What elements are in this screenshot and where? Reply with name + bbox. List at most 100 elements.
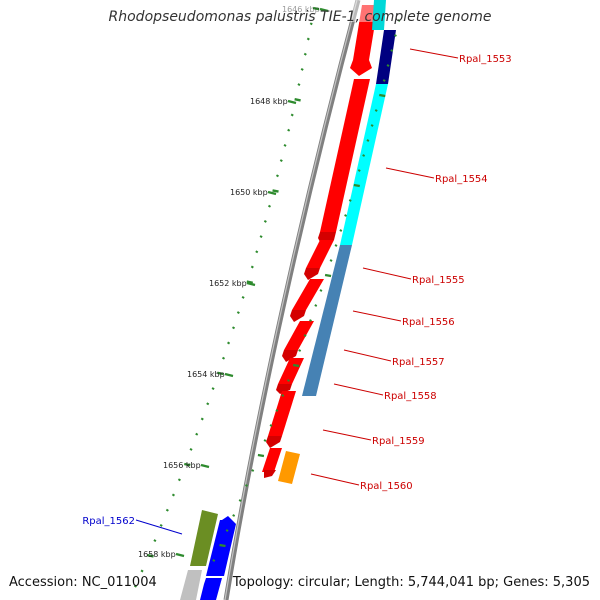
gene-leader-line [333, 383, 384, 396]
gene-label[interactable]: Rpal_1556 [402, 317, 455, 328]
cds-arrow[interactable] [292, 279, 324, 310]
minor-tick [250, 265, 254, 269]
gene-label[interactable]: Rpal_1559 [372, 436, 425, 447]
minor-tick [177, 478, 181, 482]
cds-arrow[interactable] [306, 240, 334, 268]
cds-arrow[interactable] [353, 5, 378, 60]
minor-tick [212, 559, 216, 562]
grey-feature[interactable] [180, 570, 202, 600]
gene-leader-line [409, 48, 459, 59]
minor-tick [200, 417, 204, 421]
gene-label[interactable]: Rpal_1555 [412, 275, 465, 286]
tick-label: 1658 kbp [138, 550, 176, 559]
cds-arrow[interactable] [278, 358, 304, 384]
minor-tick [303, 334, 307, 337]
cds-arrow[interactable] [264, 470, 276, 478]
minor-tick [225, 529, 229, 532]
minor-tick [140, 569, 144, 573]
tick-ring-inner [212, 19, 401, 562]
minor-tick [297, 83, 301, 87]
gene-leader-line [385, 167, 435, 179]
cds-arrow[interactable] [350, 60, 372, 76]
minor-tick [287, 128, 291, 132]
olive-feature[interactable] [190, 510, 218, 566]
minor-tick [195, 432, 199, 436]
minor-tick [279, 159, 283, 163]
genome-backbone [223, 0, 361, 600]
minor-tick [306, 37, 310, 41]
orange-feature[interactable] [278, 451, 300, 484]
cds-arrow[interactable] [266, 436, 282, 448]
minor-tick [298, 349, 302, 352]
tick-label: 1654 kbp [187, 370, 225, 379]
minor-tick [267, 204, 272, 208]
gene-labels: Rpal_1553 Rpal_1554 Rpal_1555 Rpal_1556 Rpal… [82, 48, 512, 535]
forward-cds-track [262, 5, 378, 478]
major-tick [292, 363, 300, 368]
cds-arrow[interactable] [290, 310, 306, 322]
minor-tick [393, 34, 397, 37]
minor-tick [329, 259, 333, 262]
cds-arrow[interactable] [268, 391, 296, 436]
major-tick [175, 552, 185, 558]
gene-label[interactable]: Rpal_1560 [360, 481, 413, 492]
major-tick [312, 6, 320, 11]
major-tick [294, 98, 301, 102]
minor-tick [366, 139, 370, 142]
cds-arrow[interactable] [320, 79, 370, 232]
cds-arrow[interactable] [304, 268, 320, 280]
major-tick [319, 7, 329, 13]
major-tick [272, 189, 279, 193]
gene-leader-line [135, 519, 183, 535]
gene-leader-line [310, 473, 360, 486]
gene-label[interactable]: Rpal_1558 [384, 391, 437, 402]
minor-tick [303, 52, 307, 56]
navy-feature[interactable] [376, 30, 396, 84]
minor-tick [159, 523, 163, 527]
minor-tick [314, 304, 318, 307]
minor-tick [232, 326, 236, 330]
minor-tick [281, 394, 285, 397]
minor-tick [259, 235, 263, 239]
minor-tick [238, 499, 242, 502]
minor-tick [263, 219, 267, 223]
minor-tick [397, 19, 401, 22]
tick-label: 1652 kbp [209, 279, 247, 288]
tick-label: 1650 kbp [230, 188, 268, 197]
minor-tick [165, 508, 169, 512]
minor-tick [227, 341, 231, 345]
cds-arrow[interactable] [282, 350, 298, 362]
cyan-feature[interactable] [372, 0, 386, 30]
minor-tick [189, 447, 193, 451]
steelblue-feature[interactable] [302, 245, 352, 396]
cds-arrow[interactable] [262, 448, 282, 472]
minor-tick [211, 387, 215, 391]
gene-leader-line [362, 267, 412, 280]
minor-tick [309, 319, 312, 322]
gene-label[interactable]: Rpal_1557 [392, 357, 445, 368]
minor-tick [171, 493, 175, 497]
minor-tick [263, 439, 267, 442]
topology-text: Topology: circular; Length: 5,744,041 bp… [232, 575, 590, 590]
minor-tick [245, 484, 248, 487]
minor-tick [232, 514, 236, 517]
major-tick [379, 93, 386, 98]
minor-tick [221, 356, 226, 360]
gene-label[interactable]: Rpal_1554 [435, 174, 488, 185]
minor-tick [319, 289, 323, 292]
blue-feature[interactable] [200, 578, 222, 600]
major-tick [353, 183, 360, 188]
major-tick [224, 372, 234, 378]
minor-tick [334, 244, 338, 247]
minor-tick [275, 409, 279, 412]
minor-tick [236, 311, 240, 315]
cds-arrow[interactable] [284, 321, 314, 350]
gene-label[interactable]: Rpal_1562 [82, 516, 135, 527]
genome-backbone-highlight [224, 0, 358, 600]
gene-label[interactable]: Rpal_1553 [459, 54, 512, 65]
major-tick [147, 554, 154, 558]
cyan-feature[interactable] [340, 84, 388, 245]
minor-tick [287, 379, 290, 382]
cds-arrow[interactable] [276, 384, 292, 394]
